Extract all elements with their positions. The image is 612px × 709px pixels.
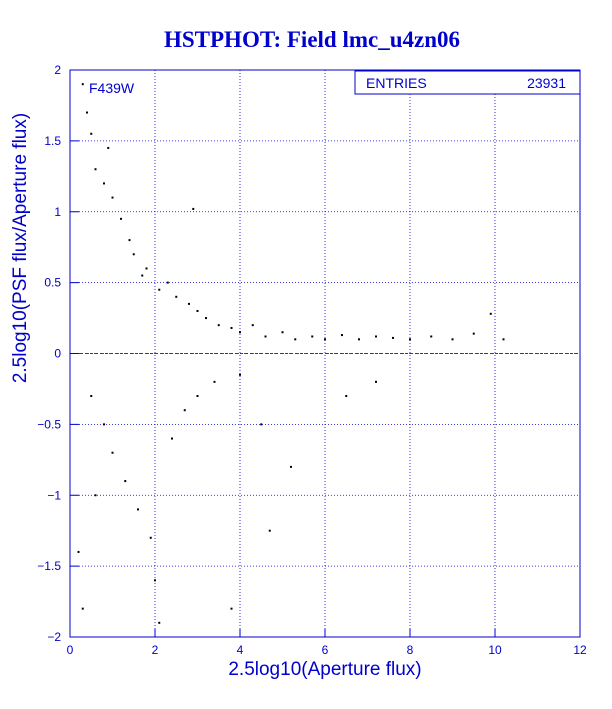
y-tick-label: −1 [47,488,61,502]
data-point [132,253,135,256]
data-point [158,288,161,291]
y-tick-label: −2 [47,630,61,644]
stats-entries-value: 23931 [527,75,566,91]
x-tick-label: 8 [407,643,414,657]
data-point [86,111,88,114]
data-point [145,267,148,270]
data-point [213,380,216,383]
data-point [375,380,377,383]
data-point [103,423,105,426]
chart-title: HSTPHOT: Field lmc_u4zn06 [164,27,460,52]
data-point [392,336,394,339]
y-tick-label: 2 [54,63,61,77]
data-point [183,409,186,412]
filter-label: F439W [89,80,135,96]
data-point [158,621,161,624]
data-point [154,579,156,582]
data-point [230,326,233,329]
data-point [94,494,97,497]
data-point [188,302,190,305]
data-point [192,207,195,210]
stats-box: ENTRIES 23931 [354,70,581,95]
x-tick-label: 2 [152,643,159,657]
data-point [94,168,97,171]
data-points [77,83,505,624]
data-point [175,295,178,298]
data-point [268,529,271,532]
data-point [90,132,93,135]
data-point [137,508,139,511]
data-point [120,217,122,220]
data-point [409,338,411,341]
data-point [375,335,377,338]
x-axis-ticks: 0 2 4 6 8 10 12 [67,629,587,657]
x-tick-label: 10 [488,643,502,657]
y-tick-label: 1 [54,205,61,219]
data-point [171,437,173,440]
data-point [196,309,199,312]
data-point [81,607,84,610]
y-tick-label: −1.5 [37,559,61,573]
y-tick-label: 0 [54,347,61,361]
data-point [264,335,267,338]
data-point [149,536,152,539]
data-point [81,83,84,86]
stats-entries-label: ENTRIES [366,75,427,91]
x-tick-label: 4 [237,643,244,657]
x-axis-label: 2.5log10(Aperture flux) [228,659,421,680]
data-point [217,324,220,327]
data-point [111,451,114,454]
y-axis-label: 2.5log10(PSF flux/Aperture flux) [10,113,31,383]
data-point [281,331,284,334]
data-point [239,331,241,334]
data-point [472,332,475,335]
data-point [77,550,80,553]
y-tick-label: 1.5 [44,134,61,148]
y-axis-ticks: −2 −1.5 −1 −0.5 0 0.5 1 1.5 2 [37,63,79,644]
data-point [103,182,105,185]
data-point [111,196,114,199]
x-tick-label: 6 [322,643,329,657]
data-point [141,274,144,277]
data-point [489,312,492,315]
data-point [451,338,454,341]
data-point [502,338,505,341]
data-point [230,607,233,610]
data-point [324,338,326,341]
data-point [107,146,110,149]
stats-box-border [354,70,581,95]
y-tick-label: 0.5 [44,276,61,290]
data-point [358,338,360,341]
x-tick-label: 0 [67,643,74,657]
data-point [260,423,263,426]
data-point [251,324,254,327]
data-point [128,239,131,242]
data-point [124,480,127,483]
data-point [239,373,241,376]
data-point [430,335,433,338]
data-point [166,281,169,284]
data-point [294,338,297,341]
y-tick-label: −0.5 [37,417,61,431]
data-point [345,395,348,398]
data-point [341,334,343,337]
data-point [290,465,292,468]
data-point [196,395,199,398]
x-tick-label: 12 [573,643,587,657]
data-point [205,317,207,320]
data-point [90,395,93,398]
data-point [311,335,314,338]
